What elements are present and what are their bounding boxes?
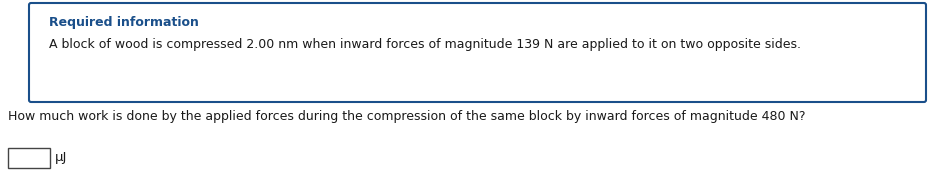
Text: Required information: Required information	[49, 16, 199, 29]
Text: A block of wood is compressed 2.00 nm when inward forces of magnitude 139 N are : A block of wood is compressed 2.00 nm wh…	[49, 38, 801, 51]
Text: How much work is done by the applied forces during the compression of the same b: How much work is done by the applied for…	[8, 110, 806, 123]
Text: μJ: μJ	[55, 152, 68, 165]
FancyBboxPatch shape	[29, 3, 926, 102]
Bar	[8, 148, 50, 168]
